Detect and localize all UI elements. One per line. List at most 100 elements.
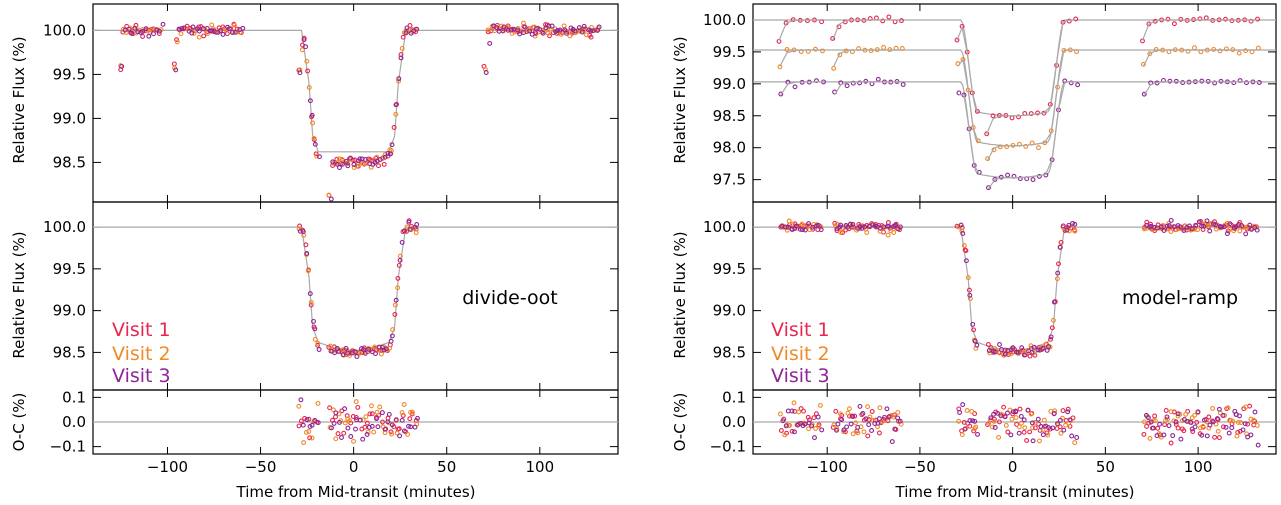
left-top-point bbox=[483, 70, 489, 75]
right-top-point bbox=[886, 14, 892, 20]
right-resid-point bbox=[992, 425, 998, 430]
right-mid-point bbox=[886, 223, 892, 229]
right-resid-point bbox=[1173, 422, 1179, 427]
right-resid-point bbox=[1025, 407, 1031, 413]
left-resid-point bbox=[365, 429, 371, 435]
right-resid-point bbox=[1001, 404, 1007, 410]
right-top-point bbox=[875, 76, 881, 82]
left-mid-ytick-label: 98.5 bbox=[53, 343, 86, 361]
right-resid-point bbox=[1161, 432, 1167, 438]
left-resid-point bbox=[396, 426, 402, 432]
left-mid-point bbox=[392, 312, 398, 317]
right-resid-point bbox=[1022, 425, 1028, 431]
left-mid-point bbox=[392, 302, 398, 308]
right-top-point bbox=[1005, 172, 1011, 178]
right-resid-point bbox=[998, 413, 1004, 419]
right-resid-point bbox=[867, 414, 873, 420]
right-resid-point bbox=[1228, 418, 1234, 424]
left-resid-point bbox=[380, 419, 385, 425]
right-mid-point bbox=[1141, 226, 1147, 232]
left-mid-point bbox=[332, 350, 338, 356]
right-mid-point bbox=[786, 218, 792, 224]
right-mid-point bbox=[1237, 228, 1243, 234]
right-resid-xtick-label: 0 bbox=[1008, 458, 1018, 476]
left-top-point bbox=[234, 29, 240, 35]
right-top-point bbox=[956, 90, 962, 96]
right-resid-point bbox=[1036, 438, 1042, 444]
right-top-point bbox=[1165, 16, 1171, 22]
left-top-point bbox=[297, 67, 303, 73]
right-mid-point bbox=[1227, 221, 1233, 227]
right-top-point bbox=[1141, 91, 1147, 97]
right-mid-point bbox=[850, 221, 856, 227]
right-mid-point bbox=[1207, 228, 1213, 234]
right-resid-point bbox=[1148, 419, 1154, 425]
right-resid-point bbox=[807, 417, 812, 423]
left-top-point bbox=[572, 28, 578, 34]
right-top-point bbox=[1023, 143, 1029, 149]
left-mid-point bbox=[393, 297, 399, 303]
left-mid-point bbox=[307, 291, 313, 297]
right-top-point bbox=[812, 46, 818, 52]
right-resid-point bbox=[869, 409, 875, 414]
left-top-point bbox=[537, 26, 543, 32]
left-top-point bbox=[596, 24, 602, 30]
right-resid-point bbox=[1254, 423, 1260, 428]
right-top-point bbox=[1036, 173, 1042, 179]
left-resid-point bbox=[363, 414, 369, 420]
right-resid-point bbox=[986, 420, 992, 426]
left-resid-point bbox=[348, 420, 354, 426]
left-top-point bbox=[363, 157, 368, 162]
left-top-point bbox=[385, 150, 391, 156]
right-resid-ytick-label: 0.0 bbox=[722, 413, 746, 431]
right-top-point bbox=[974, 108, 980, 114]
left-top-point bbox=[485, 27, 491, 33]
right-mid-point bbox=[1054, 276, 1060, 282]
right-resid-point bbox=[1074, 435, 1080, 440]
left-top-point bbox=[505, 27, 511, 33]
left-resid-point bbox=[401, 402, 407, 407]
right-mid-point bbox=[1069, 226, 1075, 232]
right-resid-point bbox=[1058, 430, 1064, 436]
left-resid-point bbox=[415, 415, 420, 421]
right-resid-point bbox=[783, 423, 789, 429]
left-top-point bbox=[304, 58, 310, 64]
right-resid-point bbox=[839, 417, 845, 423]
right-mid-point bbox=[960, 231, 966, 236]
right-top-point bbox=[1073, 16, 1079, 22]
right-resid-point bbox=[962, 426, 968, 432]
left-top-point bbox=[494, 25, 500, 31]
right-resid-point bbox=[996, 434, 1002, 440]
left-top-point bbox=[583, 32, 589, 38]
right-mid-point bbox=[1252, 225, 1258, 230]
right-resid-point bbox=[1144, 423, 1150, 429]
right-top-point bbox=[1199, 78, 1205, 84]
left-top-point bbox=[343, 158, 349, 164]
right-resid-point bbox=[1072, 440, 1078, 446]
right-resid-point bbox=[1009, 416, 1015, 422]
right-mid-point bbox=[1021, 350, 1027, 355]
right-top-point bbox=[990, 113, 996, 119]
right-top-point bbox=[850, 80, 856, 86]
left-mid-point bbox=[366, 346, 372, 352]
right-mid-point bbox=[1027, 353, 1033, 359]
right-mid-point bbox=[1072, 221, 1078, 227]
right-resid-point bbox=[1252, 418, 1258, 424]
right-mid-point bbox=[1064, 227, 1070, 233]
right-resid-point bbox=[1190, 429, 1196, 434]
left-top-point bbox=[149, 27, 155, 33]
right-resid-point bbox=[780, 418, 786, 424]
right-mid-point bbox=[793, 223, 799, 229]
right-resid-point bbox=[1065, 406, 1071, 412]
right-top-point bbox=[1243, 48, 1249, 54]
right-mid-point bbox=[1221, 224, 1227, 230]
left-top-point bbox=[391, 125, 397, 130]
left-resid-point bbox=[397, 433, 403, 439]
right-top-point bbox=[1028, 111, 1034, 117]
left-mid-point bbox=[414, 222, 420, 227]
left-top-point bbox=[226, 26, 232, 32]
right-resid-point bbox=[1016, 430, 1022, 436]
left-top-point bbox=[190, 24, 196, 30]
right-top-point bbox=[1236, 50, 1242, 56]
